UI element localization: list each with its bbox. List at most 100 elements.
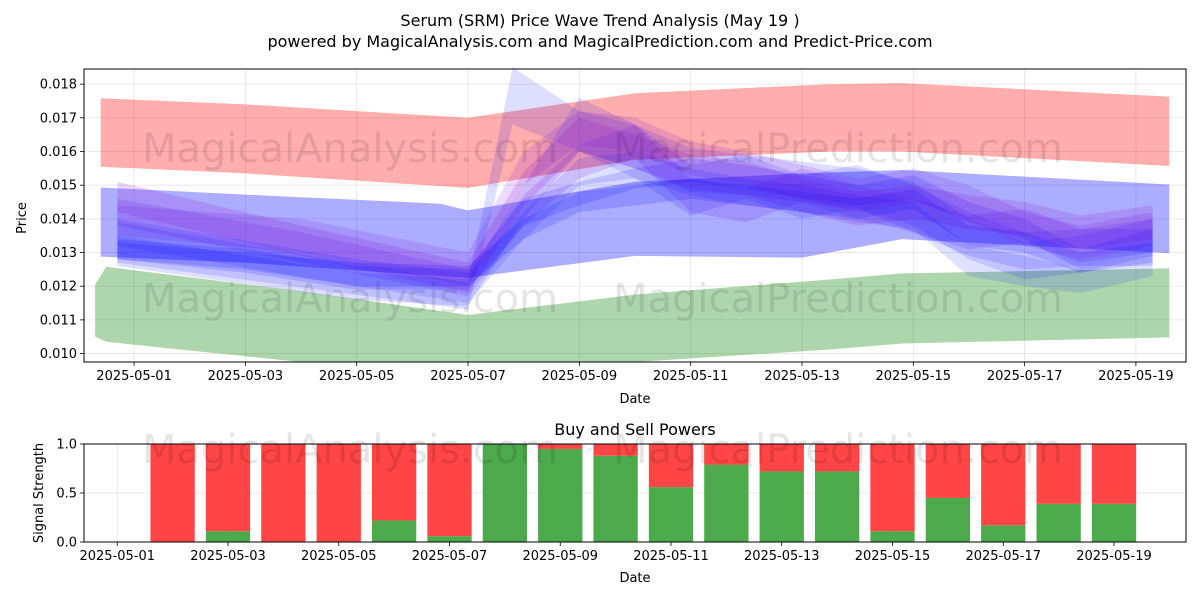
x-tick-label: 2025-05-03: [208, 369, 284, 384]
x-tick-label: 2025-05-15: [855, 549, 931, 564]
price-x-axis: 2025-05-01 2025-05-03 2025-05-05 2025-05-07…: [96, 362, 1174, 384]
watermark-magicalanalysis: MagicalAnalysis.com: [142, 427, 558, 473]
buy-bar: [1036, 503, 1081, 542]
sell-bar: [981, 444, 1026, 526]
sell-bar: [205, 444, 251, 532]
upper-band: [100, 83, 1170, 188]
sell-bar: [1036, 444, 1081, 504]
sell-bar: [316, 444, 361, 542]
buy-bar: [925, 497, 971, 542]
lower-band: [95, 266, 1170, 362]
chart-subtitle: powered by MagicalAnalysis.com and Magic…: [267, 32, 932, 51]
x-tick-label: 2025-05-19: [1076, 549, 1152, 564]
sell-bar: [870, 444, 915, 532]
y-tick-label: 0.010: [40, 347, 77, 362]
x-tick-label: 2025-05-03: [190, 549, 266, 564]
y-tick-label: 0.017: [40, 111, 77, 126]
buy-bar: [759, 471, 804, 542]
price-x-axis-label: Date: [619, 392, 650, 407]
price-panel: MagicalAnalysis.com MagicalPrediction.co…: [15, 67, 1187, 407]
power-chart-title: Buy and Sell Powers: [554, 420, 716, 439]
wave-band-2: [117, 97, 1153, 307]
price-grid: [84, 69, 1186, 362]
x-tick-label: 2025-05-09: [522, 549, 598, 564]
sell-bar: [538, 444, 583, 449]
x-tick-label: 2025-05-17: [965, 549, 1041, 564]
y-tick-label: 0.012: [40, 280, 77, 295]
x-tick-label: 2025-05-07: [430, 369, 506, 384]
watermark-magicalprediction: MagicalPrediction.com: [613, 126, 1063, 172]
y-tick-label: 0.0: [56, 536, 77, 551]
x-tick-label: 2025-05-07: [412, 549, 488, 564]
middle-band: [100, 170, 1170, 278]
power-panel: Buy and Sell Powers MagicalAnalysis.com …: [32, 420, 1187, 586]
sell-bar: [593, 444, 638, 456]
price-bands: [95, 83, 1170, 362]
x-tick-label: 2025-05-01: [79, 549, 155, 564]
price-plot-frame: [83, 68, 1187, 363]
power-y-axis-label: Signal Strength: [32, 443, 47, 543]
sell-bar: [150, 444, 195, 542]
x-tick-label: 2025-05-05: [301, 549, 377, 564]
x-tick-label: 2025-05-05: [319, 369, 395, 384]
y-tick-label: 0.013: [40, 246, 77, 261]
sell-bar: [925, 444, 971, 498]
y-tick-label: 0.016: [40, 145, 77, 160]
buy-bar: [1091, 503, 1137, 542]
wave-band-6: [117, 178, 1153, 287]
chart-title: Serum (SRM) Price Wave Trend Analysis (M…: [400, 11, 799, 30]
buy-bar: [593, 455, 638, 542]
buy-bar: [427, 536, 472, 542]
y-tick-label: 0.018: [40, 78, 77, 93]
x-tick-label: 2025-05-01: [96, 369, 172, 384]
x-tick-label: 2025-05-13: [744, 549, 820, 564]
x-tick-label: 2025-05-09: [542, 369, 618, 384]
price-waves: [117, 67, 1153, 310]
watermark-magicalprediction: MagicalPrediction.com: [613, 427, 1063, 473]
buy-bar: [482, 444, 528, 542]
price-watermarks: MagicalAnalysis.com MagicalPrediction.co…: [142, 126, 1063, 322]
sell-bar: [759, 444, 804, 472]
wave-band-4: [117, 117, 1153, 293]
sell-bar: [648, 444, 694, 488]
sell-bar: [371, 444, 417, 521]
x-tick-label: 2025-05-11: [633, 549, 709, 564]
y-tick-label: 1.0: [56, 438, 77, 453]
price-plot-background: [84, 69, 1186, 362]
wave-band-5: [117, 124, 1153, 297]
power-x-axis-label: Date: [619, 571, 650, 586]
watermark-magicalprediction: MagicalPrediction.com: [613, 276, 1063, 322]
x-tick-label: 2025-05-13: [764, 369, 840, 384]
power-watermarks: MagicalAnalysis.com MagicalPrediction.co…: [142, 427, 1063, 473]
x-tick-label: 2025-05-15: [876, 369, 952, 384]
buy-bar: [704, 464, 749, 542]
x-tick-label: 2025-05-17: [987, 369, 1063, 384]
watermark-magicalanalysis: MagicalAnalysis.com: [142, 276, 558, 322]
price-y-axis: 0.010 0.011 0.012 0.013 0.014 0.015 0.016 0.017…: [40, 78, 84, 362]
sell-bar: [814, 444, 860, 472]
watermark-magicalanalysis: MagicalAnalysis.com: [142, 126, 558, 172]
power-x-axis: 2025-05-01 2025-05-03 2025-05-05 2025-05-07…: [79, 542, 1152, 564]
y-tick-label: 0.5: [56, 487, 77, 502]
buy-bar: [205, 531, 251, 542]
wave-band-8: [117, 151, 1153, 304]
buy-bar: [870, 531, 915, 542]
price-y-axis-label: Price: [15, 202, 30, 234]
y-tick-label: 0.015: [40, 179, 77, 194]
buy-bar: [814, 471, 860, 542]
power-y-axis: 0.0 0.5 1.0: [56, 438, 84, 551]
x-tick-label: 2025-05-19: [1098, 369, 1174, 384]
wave-band-7: [117, 111, 1153, 287]
sell-bar: [1091, 444, 1137, 504]
x-tick-label: 2025-05-11: [653, 369, 729, 384]
wave-band-3: [117, 158, 1153, 290]
buy-bar: [371, 520, 417, 542]
buy-bar: [538, 448, 583, 542]
sell-bar: [261, 444, 306, 542]
sell-bar: [427, 444, 472, 537]
sell-bar: [704, 444, 749, 465]
y-tick-label: 0.014: [40, 212, 77, 227]
buy-bar: [648, 487, 694, 542]
power-bars: [150, 444, 1137, 542]
